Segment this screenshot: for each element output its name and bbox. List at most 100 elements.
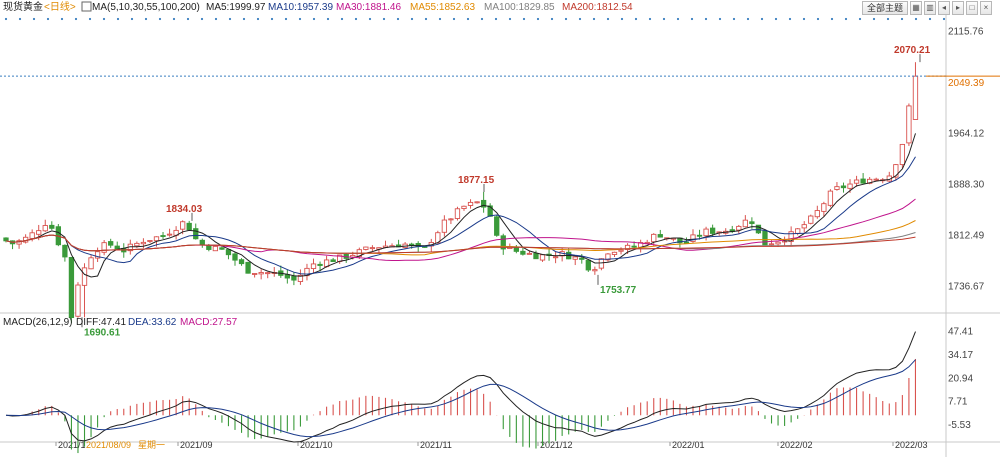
candles — [3, 62, 919, 324]
header-dot — [872, 17, 876, 21]
x-tick-label: 2022/02 — [780, 440, 813, 450]
x-tick-label: 2022/03 — [895, 440, 928, 450]
candle-body — [611, 251, 618, 255]
close-icon[interactable]: × — [980, 1, 992, 15]
candle-body — [441, 219, 448, 233]
candle-body — [912, 75, 919, 120]
ma30-label: MA30:1881.46 — [336, 2, 401, 13]
header-dot — [242, 17, 246, 21]
right-icon[interactable]: ▸ — [952, 1, 964, 15]
ma5-line — [5, 133, 916, 278]
theme-select-button[interactable]: 全部主题 — [861, 1, 908, 15]
candle-body — [494, 216, 500, 236]
header-dot — [536, 17, 540, 21]
candle-body — [788, 231, 794, 242]
candle-body — [853, 179, 860, 184]
candle-body — [409, 243, 415, 246]
macd-histogram — [11, 358, 917, 454]
y-tick-label: 2115.76 — [948, 27, 984, 38]
header-dot — [88, 17, 92, 21]
header-dot — [788, 17, 792, 21]
candle-body — [284, 274, 290, 279]
ma200-line — [5, 234, 916, 254]
candle-body — [160, 235, 166, 237]
candle-body — [467, 201, 474, 206]
header-dot — [816, 17, 820, 21]
candle-body — [454, 208, 461, 219]
header-dot — [326, 17, 330, 21]
candle-body — [520, 250, 526, 255]
candle-body — [683, 241, 690, 244]
candle-body — [631, 245, 637, 248]
candle-body — [755, 224, 762, 234]
ma-settings-label[interactable]: MA(5,10,30,55,100,200) — [92, 2, 200, 13]
candle-body — [585, 259, 591, 271]
candle-body — [219, 247, 225, 250]
header-dot — [312, 17, 316, 21]
header-dot — [886, 17, 890, 21]
candle-body — [448, 218, 454, 221]
header-dot — [284, 17, 288, 21]
candle-body — [709, 227, 716, 234]
macd-diff-line — [5, 331, 916, 443]
candle-body — [310, 263, 317, 270]
candle-body — [88, 257, 94, 270]
candle-body — [775, 241, 781, 245]
header-dot — [4, 17, 8, 21]
header-dot — [214, 17, 218, 21]
candle-body — [369, 247, 376, 250]
grid-icon[interactable]: ▦ — [910, 1, 922, 15]
candle-body — [500, 235, 506, 250]
candle-body — [899, 143, 906, 166]
macd-y-tick-label: -5.53 — [948, 420, 971, 431]
candle-body — [801, 224, 807, 229]
candle-body — [42, 225, 48, 232]
candle-body — [480, 199, 487, 208]
candle-body — [330, 259, 336, 263]
header-dot — [802, 17, 806, 21]
candle-body — [696, 234, 703, 237]
window-icon[interactable]: □ — [966, 1, 978, 15]
candle-body — [808, 215, 814, 224]
header-dot — [270, 17, 274, 21]
candle-body — [847, 183, 853, 189]
header-dot — [704, 17, 708, 21]
candle-body — [147, 240, 153, 242]
candle-body — [690, 234, 696, 242]
candle-body — [539, 254, 546, 261]
macd-settings-label[interactable]: MACD(26,12,9) — [3, 317, 72, 327]
header-dot — [578, 17, 582, 21]
header-dot — [46, 17, 50, 21]
candle-body — [225, 249, 232, 256]
header-dot — [466, 17, 470, 21]
candle-body — [893, 164, 899, 178]
x-tick-label: 2021/10 — [300, 440, 333, 450]
header-dot — [746, 17, 750, 21]
candle-body — [101, 242, 107, 253]
header-dot — [914, 17, 918, 21]
period-label[interactable]: <日线> — [44, 0, 76, 13]
left-icon[interactable]: ◂ — [938, 1, 950, 15]
annotation-label: 1690.61 — [84, 327, 121, 338]
header-dot — [606, 17, 610, 21]
candle-body — [180, 221, 186, 230]
macd-header: MACD(26,12,9) DIFF:47.41 DEA:33.62 MACD:… — [3, 317, 238, 327]
header-dot — [774, 17, 778, 21]
candle-body — [795, 228, 801, 234]
header-dot — [186, 17, 190, 21]
header-dot — [480, 17, 484, 21]
annotation-label: 1877.15 — [458, 175, 495, 186]
header-dot — [438, 17, 442, 21]
chart-icon[interactable]: ▥ — [924, 1, 936, 15]
candle-body — [265, 272, 271, 275]
candle-body — [552, 256, 559, 259]
header-dot — [760, 17, 764, 21]
candle-body — [212, 245, 219, 252]
x-tick-label: 2021/11 — [420, 440, 452, 450]
chart-toolbar: 全部主题 ▦ ▥ ◂ ▸ □ × — [861, 1, 992, 15]
ma-indicator-icon[interactable] — [81, 1, 92, 12]
macd-dea-line — [5, 359, 916, 438]
candle-body — [108, 241, 114, 246]
header-dot — [942, 17, 946, 21]
